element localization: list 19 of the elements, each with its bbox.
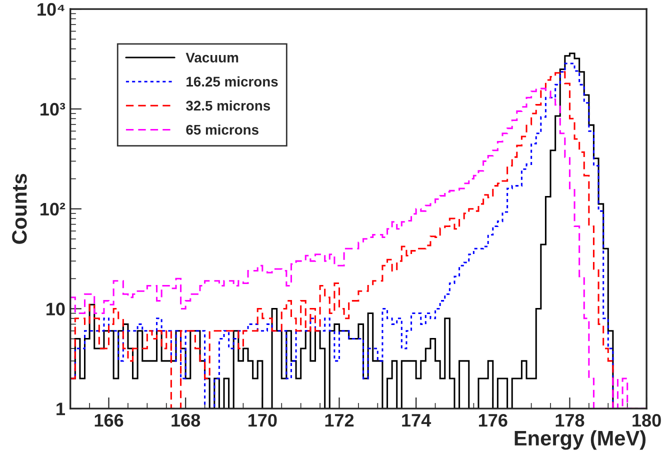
y-tick-label: 10 xyxy=(46,302,65,316)
x-axis-title: Energy (MeV) xyxy=(514,430,646,450)
x-tick-label: 170 xyxy=(248,414,277,427)
x-tick-label: 178 xyxy=(556,414,584,427)
x-tick-label: 172 xyxy=(325,414,354,427)
legend-label: 16.25 microns xyxy=(186,76,278,87)
y-tick-label: 1 xyxy=(56,402,65,416)
legend-label: Vacuum xyxy=(186,52,238,63)
x-tick-label: 166 xyxy=(94,414,124,427)
x-tick-label: 180 xyxy=(632,414,661,427)
y-tick-label: 10³ xyxy=(40,102,66,116)
y-tick-label: 10⁴ xyxy=(38,3,64,16)
y-tick-label: 10² xyxy=(40,202,66,216)
x-tick-label: 168 xyxy=(172,414,200,427)
legend-label: 32.5 microns xyxy=(186,100,270,111)
x-tick-label: 176 xyxy=(478,414,508,427)
legend-label: 65 microns xyxy=(186,124,258,135)
y-axis-title: Counts xyxy=(12,174,27,244)
x-tick-label: 174 xyxy=(402,414,432,427)
